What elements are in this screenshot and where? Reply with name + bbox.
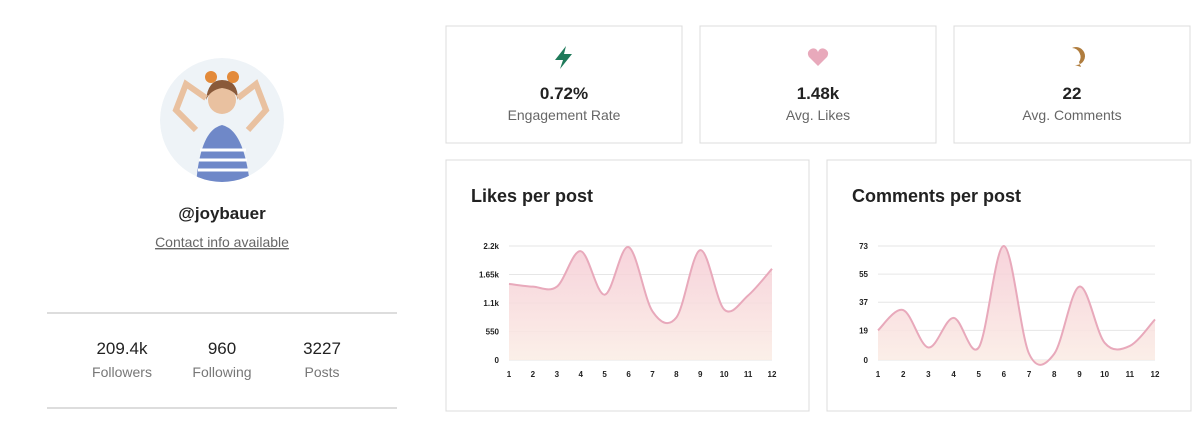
metric-label: Avg. Likes bbox=[786, 107, 850, 123]
x-tick-label: 10 bbox=[1100, 370, 1109, 379]
y-tick-label: 0 bbox=[864, 356, 869, 365]
x-tick-label: 1 bbox=[876, 370, 881, 379]
metric-label: Avg. Comments bbox=[1022, 107, 1121, 123]
metric-value: 1.48k bbox=[797, 84, 840, 103]
y-tick-label: 1.1k bbox=[483, 299, 499, 308]
x-tick-label: 8 bbox=[1052, 370, 1057, 379]
avatar bbox=[160, 58, 284, 182]
contact-link[interactable]: Contact info available bbox=[155, 234, 289, 250]
y-tick-label: 73 bbox=[859, 242, 868, 251]
metric-card bbox=[953, 25, 1191, 144]
y-tick-label: 0 bbox=[495, 356, 500, 365]
comment-icon bbox=[1072, 47, 1086, 67]
x-tick-label: 5 bbox=[602, 370, 607, 379]
x-tick-label: 2 bbox=[901, 370, 906, 379]
x-tick-label: 8 bbox=[674, 370, 679, 379]
x-tick-label: 5 bbox=[977, 370, 982, 379]
x-tick-label: 9 bbox=[698, 370, 703, 379]
y-tick-label: 2.2k bbox=[483, 242, 499, 251]
x-tick-label: 6 bbox=[1002, 370, 1007, 379]
chart-title: Likes per post bbox=[471, 186, 593, 206]
stat-value: 3227 bbox=[303, 339, 341, 358]
line bbox=[877, 244, 1156, 366]
x-tick-label: 7 bbox=[650, 370, 655, 379]
y-tick-label: 19 bbox=[859, 326, 868, 335]
x-tick-label: 3 bbox=[926, 370, 931, 379]
metric-value: 22 bbox=[1063, 84, 1082, 103]
x-tick-label: 4 bbox=[951, 370, 956, 379]
stat-value: 209.4k bbox=[96, 339, 148, 358]
bolt-icon bbox=[555, 46, 572, 69]
area bbox=[878, 245, 1155, 365]
y-tick-label: 55 bbox=[859, 270, 868, 279]
metric-value: 0.72% bbox=[540, 84, 588, 103]
x-tick-label: 11 bbox=[1126, 370, 1135, 379]
x-tick-label: 4 bbox=[579, 370, 584, 379]
stat-label: Followers bbox=[92, 364, 152, 380]
metric-cards bbox=[445, 25, 1191, 144]
x-tick-label: 11 bbox=[744, 370, 753, 379]
area bbox=[509, 246, 772, 360]
chart-title: Comments per post bbox=[852, 186, 1021, 206]
x-tick-label: 10 bbox=[720, 370, 729, 379]
metric-card bbox=[445, 25, 683, 144]
heart-icon bbox=[807, 48, 829, 66]
x-tick-label: 2 bbox=[531, 370, 536, 379]
y-tick-label: 550 bbox=[486, 328, 500, 337]
line bbox=[508, 246, 773, 325]
x-tick-label: 7 bbox=[1027, 370, 1032, 379]
stat-value: 960 bbox=[208, 339, 236, 358]
y-tick-label: 37 bbox=[859, 298, 868, 307]
x-tick-label: 12 bbox=[768, 370, 777, 379]
stat-label: Posts bbox=[304, 364, 339, 380]
x-tick-label: 12 bbox=[1151, 370, 1160, 379]
x-tick-label: 3 bbox=[555, 370, 560, 379]
stat-label: Following bbox=[192, 364, 251, 380]
x-tick-label: 9 bbox=[1077, 370, 1082, 379]
y-tick-label: 1.65k bbox=[479, 271, 500, 280]
metric-card bbox=[699, 25, 937, 144]
handle: @joybauer bbox=[178, 204, 266, 223]
metric-label: Engagement Rate bbox=[508, 107, 621, 123]
x-tick-label: 6 bbox=[626, 370, 631, 379]
x-tick-label: 1 bbox=[507, 370, 512, 379]
